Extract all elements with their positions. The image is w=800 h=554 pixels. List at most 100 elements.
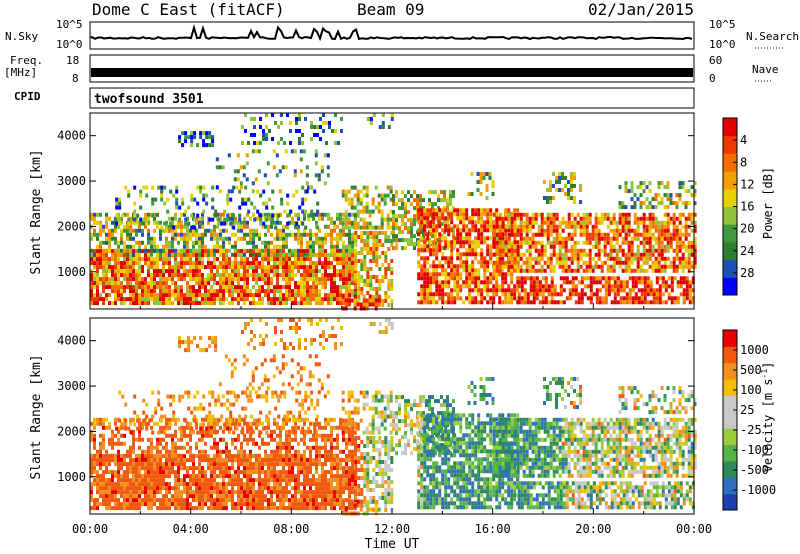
power-cell	[135, 297, 138, 302]
power-cell	[366, 235, 370, 239]
power-cell	[105, 232, 108, 237]
velocity-cell	[237, 470, 240, 475]
power-cell	[495, 232, 499, 237]
power-cell	[294, 261, 297, 266]
power-cell	[462, 280, 466, 285]
power-cell	[630, 260, 634, 265]
power-cell	[333, 224, 336, 229]
power-cell	[147, 216, 150, 221]
power-cell	[117, 297, 120, 302]
power-cell	[585, 236, 589, 241]
power-cell	[428, 198, 431, 203]
power-cell	[115, 221, 119, 226]
power-cell	[462, 284, 466, 289]
power-cell	[171, 277, 174, 282]
power-cell	[432, 212, 436, 217]
power-cell	[609, 216, 613, 221]
power-cell	[111, 252, 114, 257]
power-cell	[282, 261, 285, 266]
power-cell	[245, 177, 249, 182]
power-cell	[348, 240, 351, 245]
power-cell	[210, 232, 213, 237]
power-cell	[165, 269, 168, 274]
power-cell	[465, 236, 469, 241]
power-cell	[642, 220, 646, 225]
power-cell	[354, 267, 358, 271]
power-cell	[386, 185, 390, 190]
velocity-cell	[102, 502, 105, 507]
power-cell	[180, 277, 183, 282]
power-cell	[504, 240, 508, 245]
power-cell	[389, 225, 393, 230]
power-cell	[384, 231, 388, 235]
power-cell	[264, 257, 267, 262]
power-cell	[570, 212, 574, 217]
power-cell	[129, 216, 132, 221]
power-cell	[600, 216, 604, 221]
velocity-cell	[126, 502, 129, 507]
power-cell	[663, 244, 667, 249]
power-cell	[371, 209, 375, 214]
velocity-cell	[168, 458, 171, 463]
power-cell	[192, 232, 195, 237]
power-cell	[216, 281, 219, 286]
power-cell	[222, 301, 225, 306]
power-cell	[192, 289, 195, 294]
power-cell	[618, 185, 622, 190]
power-cell	[324, 277, 327, 282]
velocity-cell	[150, 486, 153, 491]
power-cell	[550, 292, 554, 297]
velocity-cell	[258, 494, 261, 499]
power-cell	[483, 276, 487, 281]
power-cell	[441, 256, 445, 261]
power-cell	[675, 264, 679, 269]
velocity-cell	[105, 462, 108, 467]
velocity-cell	[222, 502, 225, 507]
power-cell	[492, 236, 496, 241]
power-cell	[366, 267, 370, 271]
power-cell	[96, 269, 99, 274]
power-cell	[395, 190, 398, 195]
power-cell	[150, 252, 153, 257]
power-cell	[180, 220, 183, 225]
power-cell	[541, 288, 545, 293]
velocity-cell	[171, 470, 174, 475]
velocity-cell	[240, 498, 243, 503]
power-cell	[420, 244, 424, 249]
power-cell	[240, 285, 243, 290]
power-cell	[489, 260, 493, 265]
velocity-cell	[150, 474, 153, 479]
power-cell	[219, 265, 222, 270]
power-cell	[159, 277, 162, 282]
power-cell	[345, 273, 348, 278]
power-cell	[108, 240, 111, 245]
power-cell	[681, 260, 685, 265]
power-cell	[195, 289, 198, 294]
power-cell	[549, 196, 552, 200]
power-cell	[426, 260, 430, 265]
power-cell	[318, 244, 321, 249]
power-cell	[528, 216, 532, 221]
power-cell	[207, 273, 210, 278]
power-cell	[118, 201, 122, 206]
power-cell	[450, 228, 454, 233]
power-cell	[630, 181, 634, 186]
power-cell	[183, 212, 186, 217]
power-cell	[571, 292, 575, 297]
velocity-cell	[165, 454, 168, 459]
power-cell	[495, 256, 499, 261]
power-cell	[169, 221, 173, 226]
power-cell	[344, 302, 348, 307]
power-cell	[356, 213, 360, 218]
power-cell	[586, 284, 590, 289]
power-cell	[537, 268, 541, 273]
power-cell	[550, 288, 554, 293]
power-cell	[225, 228, 228, 233]
power-cell	[531, 220, 535, 225]
power-cell	[420, 248, 424, 253]
power-cell	[96, 301, 99, 306]
power-cell	[147, 261, 150, 266]
power-cell	[631, 296, 635, 301]
power-cell	[277, 213, 281, 218]
power-cell	[342, 269, 345, 274]
